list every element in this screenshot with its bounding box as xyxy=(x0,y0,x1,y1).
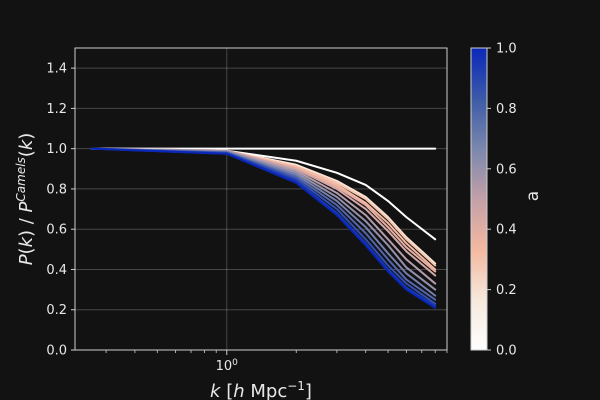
x-axis-label: k [h Mpc−1] xyxy=(210,379,312,400)
colorbar-tick-label: 0.0 xyxy=(496,344,517,359)
colorbar-label: a xyxy=(523,191,543,201)
colorbar-tick-label: 0.2 xyxy=(496,283,517,298)
x-tick-label: 100 xyxy=(216,358,239,374)
plot-frame xyxy=(74,47,448,351)
y-tick-label: 0.8 xyxy=(46,182,67,197)
colorbar-tick-label: 0.6 xyxy=(496,162,517,177)
y-tick-label: 1.4 xyxy=(46,62,67,77)
y-tick-label: 0.0 xyxy=(46,344,67,359)
colorbar xyxy=(470,47,488,351)
series-lines xyxy=(90,147,437,309)
y-axis-ticks: 0.0 0.2 0.4 0.6 0.8 1.0 1.2 1.4 xyxy=(46,62,75,359)
y-tick-label: 0.2 xyxy=(46,303,67,318)
colorbar-tick-label: 0.8 xyxy=(496,102,517,117)
y-tick-label: 1.2 xyxy=(46,102,67,117)
y-tick-label: 0.4 xyxy=(46,263,67,278)
y-tick-label: 1.0 xyxy=(46,142,67,157)
series-line xyxy=(90,147,437,285)
y-tick-label: 0.6 xyxy=(46,223,67,238)
series-line xyxy=(90,147,437,305)
colorbar-ticks: 0.0 0.2 0.4 0.6 0.8 1.0 xyxy=(487,42,517,359)
series-line xyxy=(90,147,437,297)
colorbar-tick-label: 1.0 xyxy=(496,42,517,57)
colorbar-tick-label: 0.4 xyxy=(496,223,517,238)
x-axis-ticks: 100 xyxy=(105,350,448,374)
series-line xyxy=(90,147,437,309)
